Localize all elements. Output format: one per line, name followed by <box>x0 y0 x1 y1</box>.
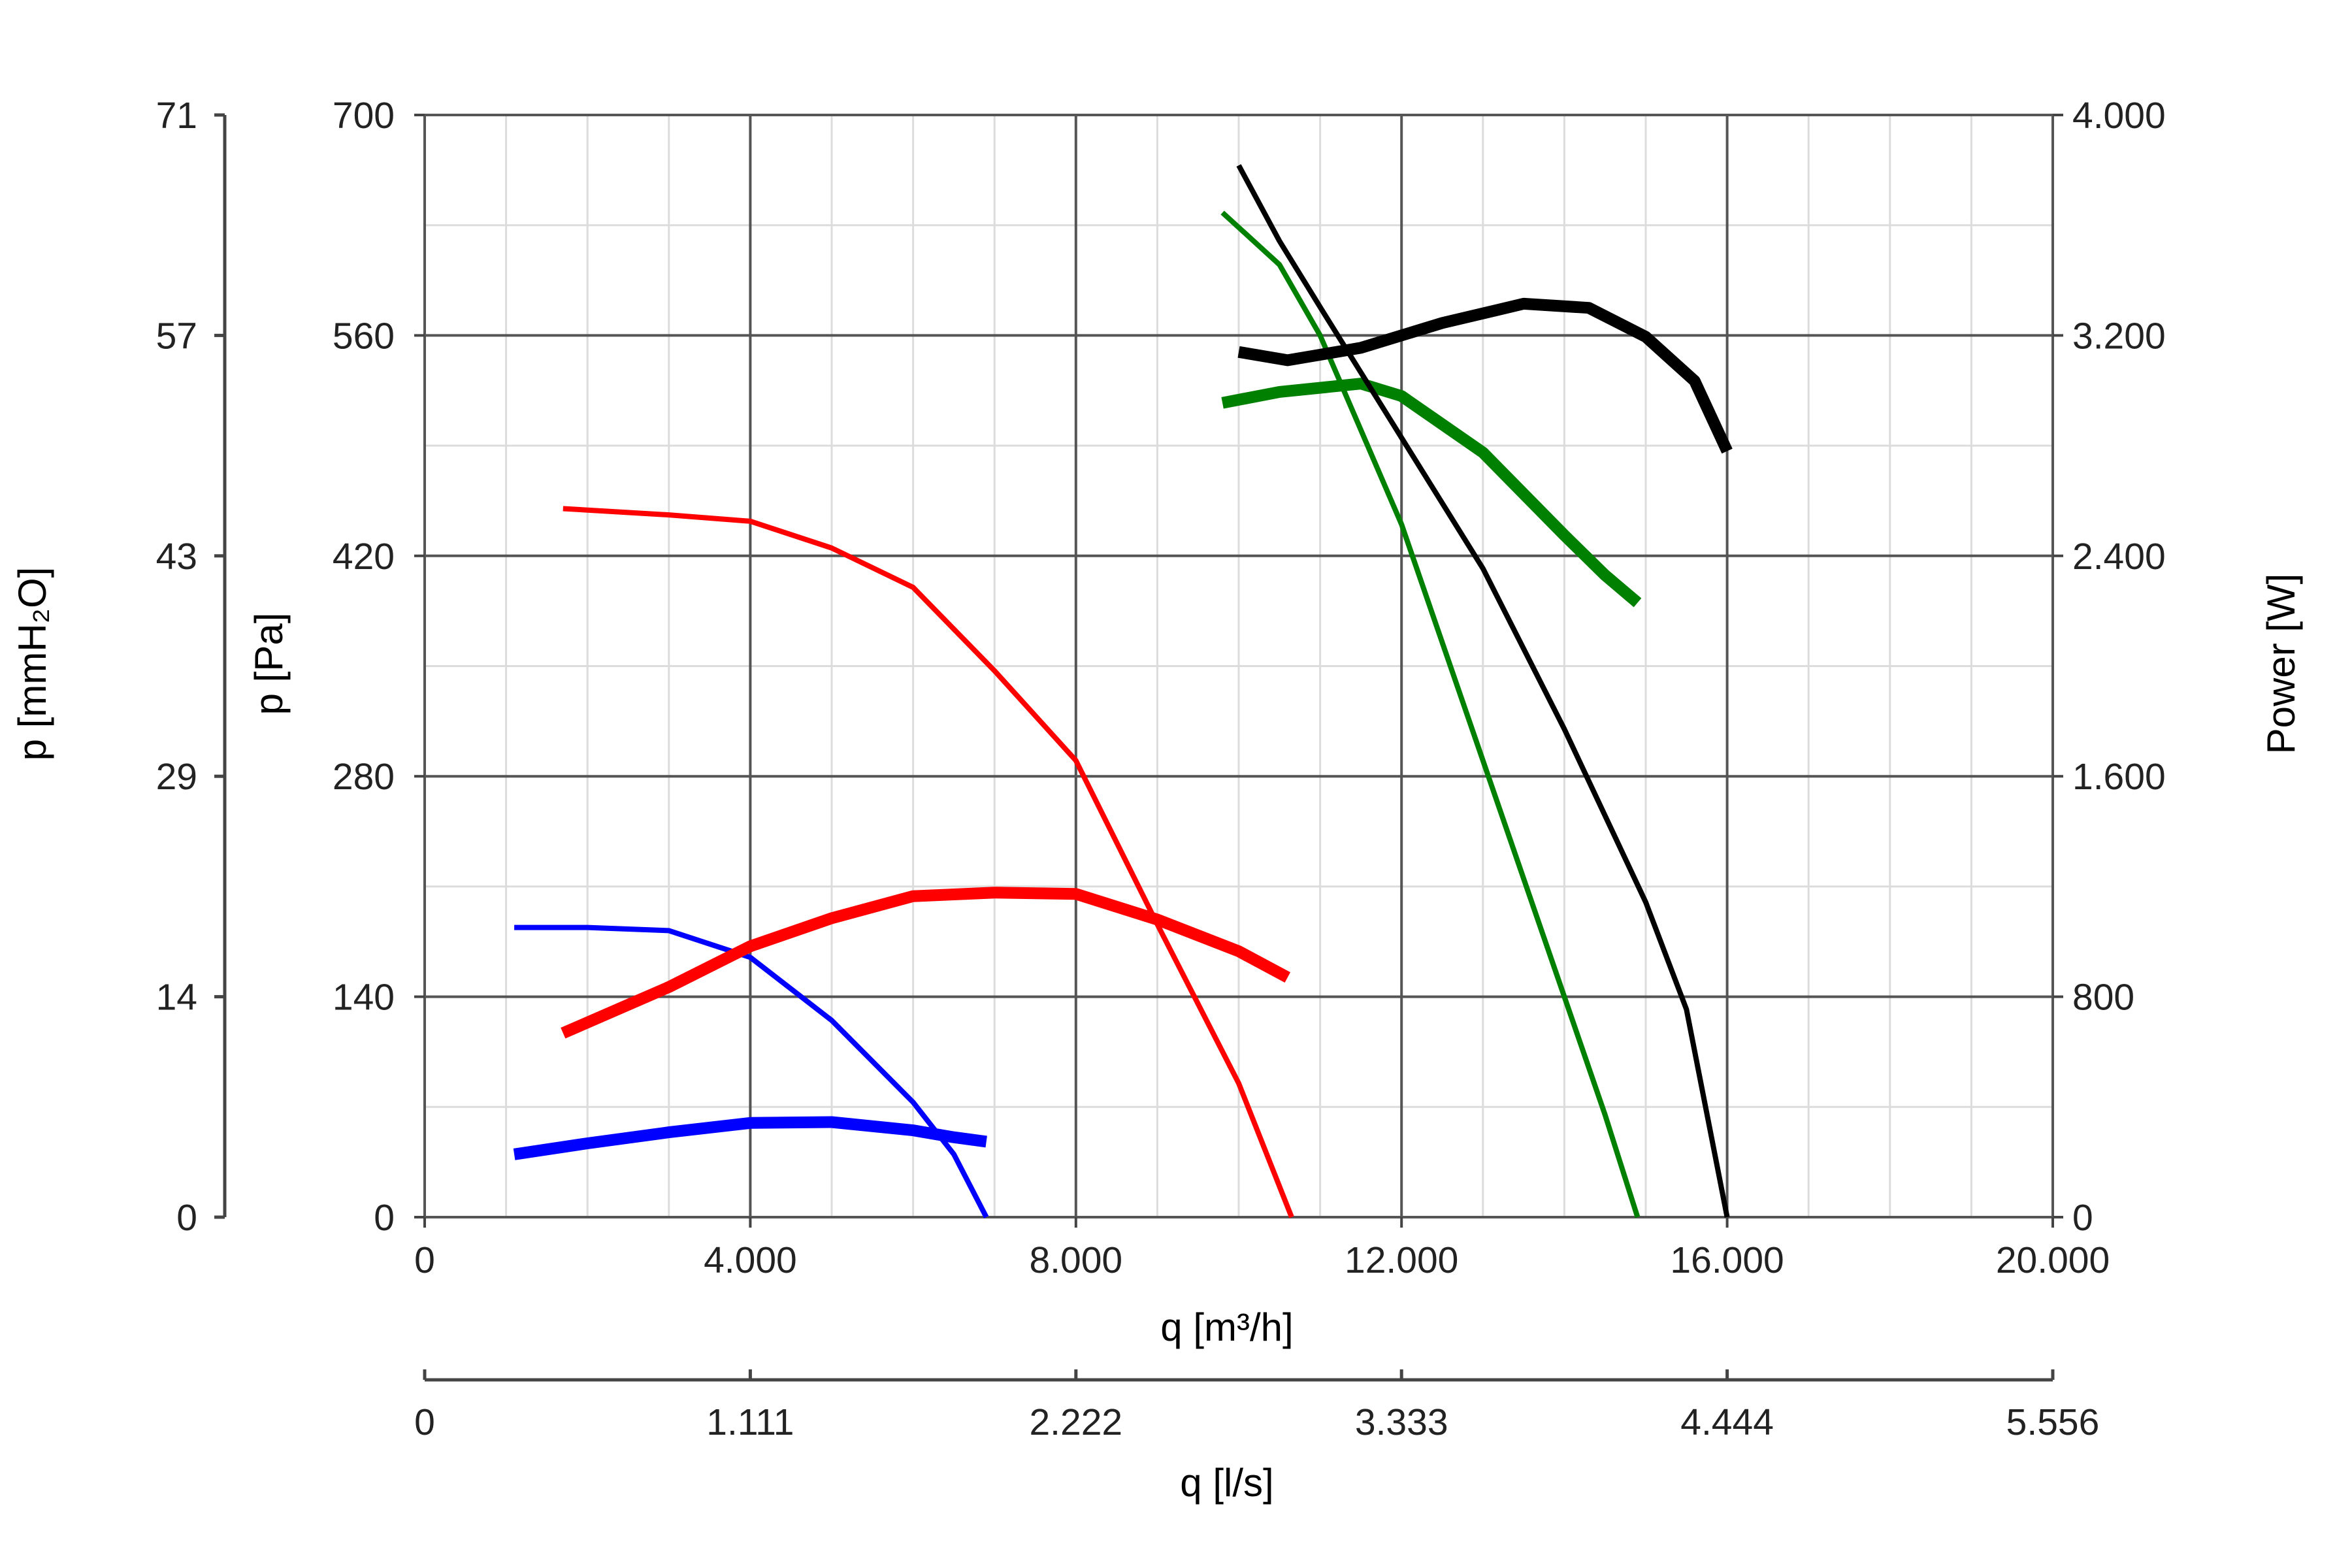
y-axis-mmh2o-tick-label: 0 <box>176 1197 197 1239</box>
x-axis-secondary-title: q [l/s] <box>1180 1461 1273 1505</box>
y-axis-power-tick-label: 4.000 <box>2072 95 2166 137</box>
y-axis-power-tick-label: 0 <box>2072 1197 2093 1239</box>
y-axis-mmh2o-title: p [mmH₂O] <box>10 567 54 761</box>
y-axis-pa-title: p [Pa] <box>247 613 291 715</box>
x-axis-tick-label: 12.000 <box>1345 1239 1458 1281</box>
x-axis-secondary-tick-label: 5.556 <box>2006 1401 2100 1443</box>
y-axis-mmh2o-tick-label: 29 <box>156 756 197 798</box>
y-axis-pa-tick-label: 700 <box>333 95 395 137</box>
y-axis-mmh2o-tick-label: 57 <box>156 315 197 357</box>
y-axis-mmh2o-tick-label: 43 <box>156 536 197 578</box>
y-axis-pa-tick-label: 420 <box>333 536 395 578</box>
x-axis-tick-label: 4.000 <box>704 1239 797 1281</box>
x-axis-title: q [m³/h] <box>1160 1305 1293 1349</box>
y-axis-pa-tick-label: 140 <box>333 977 395 1019</box>
y-axis-pa-tick-label: 0 <box>374 1197 395 1239</box>
y-axis-mmh2o-tick-label: 71 <box>156 95 197 137</box>
x-axis-secondary-tick-label: 0 <box>414 1401 435 1443</box>
y-axis-power-tick-label: 1.600 <box>2072 756 2166 798</box>
pressure-curve <box>1236 164 1730 1218</box>
pressure-curve <box>563 506 1294 1218</box>
y-axis-mmh2o-tick-label: 14 <box>156 977 197 1019</box>
power-curve <box>513 1116 987 1160</box>
x-axis-tick-label: 0 <box>414 1239 435 1281</box>
power-curve <box>561 887 1291 1039</box>
x-axis-tick-label: 8.000 <box>1029 1239 1122 1281</box>
y-axis-power-tick-label: 800 <box>2072 977 2134 1019</box>
y-axis-pa-tick-label: 560 <box>333 315 395 357</box>
grid <box>423 114 2054 1218</box>
x-axis-secondary-tick-label: 3.333 <box>1355 1401 1448 1443</box>
x-axis-secondary-tick-label: 4.444 <box>1680 1401 1774 1443</box>
x-axis-secondary-tick-label: 1.111 <box>706 1401 794 1443</box>
x-axis-tick-label: 16.000 <box>1670 1239 1784 1281</box>
pressure-curve <box>514 924 989 1218</box>
y-axis-pa-tick-label: 280 <box>333 756 395 798</box>
curves <box>513 164 1733 1218</box>
power-curve <box>1237 297 1733 454</box>
power-curve <box>1221 378 1642 608</box>
x-axis-tick-label: 20.000 <box>1996 1239 2110 1281</box>
pressure-curve <box>1220 210 1641 1218</box>
y-axis-power-title: Power [W] <box>2259 574 2303 755</box>
x-axis-secondary-tick-label: 2.222 <box>1029 1401 1122 1443</box>
y-axis-power-tick-label: 3.200 <box>2072 315 2166 357</box>
y-axis-power-tick-label: 2.400 <box>2072 536 2166 578</box>
